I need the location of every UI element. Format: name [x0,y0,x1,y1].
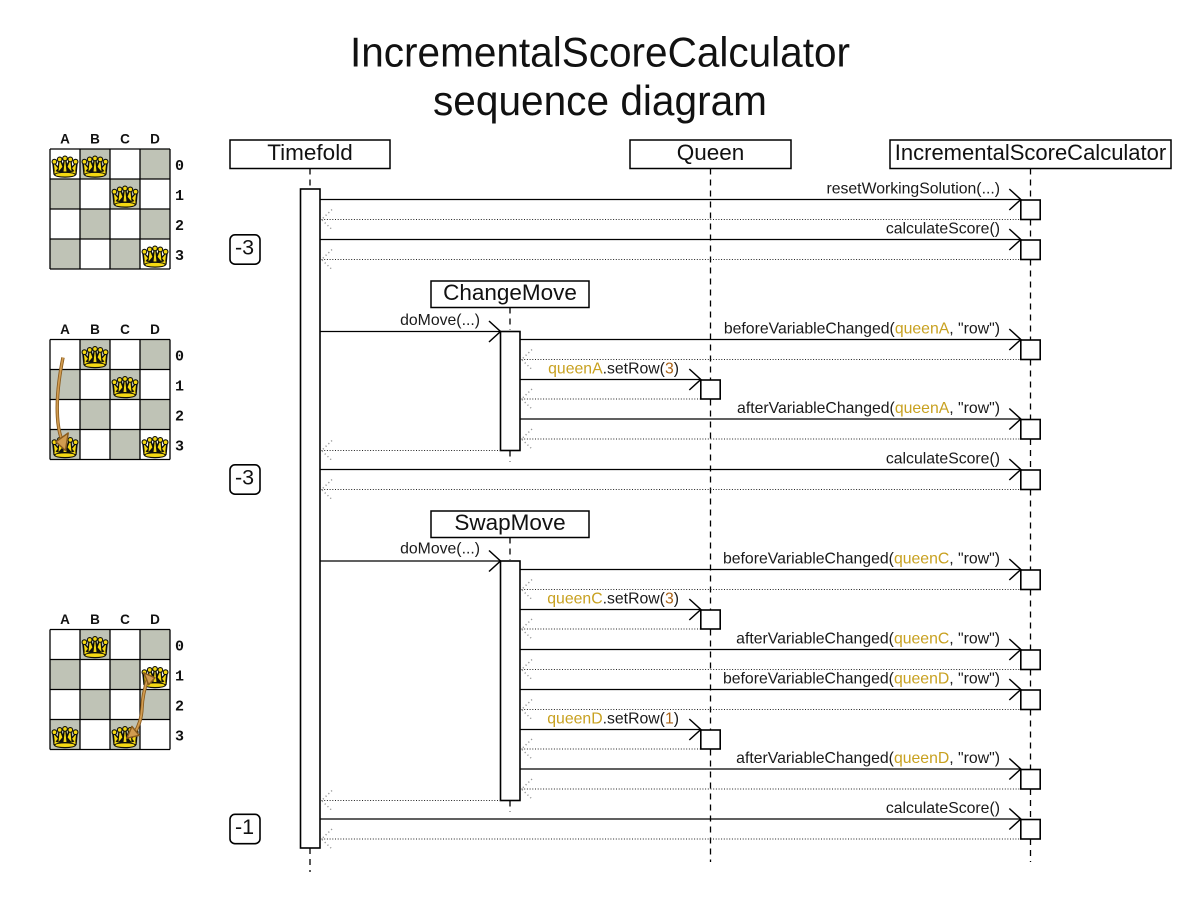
svg-text:2: 2 [175,218,184,235]
svg-text:D: D [150,612,160,627]
svg-text:3: 3 [175,439,184,456]
svg-text:sequence diagram: sequence diagram [433,77,767,124]
svg-text:afterVariableChanged(queenC, ": afterVariableChanged(queenC, "row") [736,631,1000,648]
svg-text:C: C [120,132,130,147]
svg-text:beforeVariableChanged(queenC,: beforeVariableChanged(queenC, "row") [723,551,1000,568]
svg-text:A: A [60,612,70,627]
svg-text:2: 2 [175,699,184,716]
svg-text:Timefold: Timefold [267,140,352,165]
svg-text:queenA.setRow(3): queenA.setRow(3) [548,361,679,378]
svg-text:calculateScore(): calculateScore() [886,221,1000,238]
svg-text:queenD.setRow(1): queenD.setRow(1) [547,711,679,728]
svg-text:queenC.setRow(3): queenC.setRow(3) [547,591,679,608]
svg-text:A: A [60,132,70,147]
svg-text:resetWorkingSolution(...): resetWorkingSolution(...) [826,181,1000,198]
svg-text:-1: -1 [235,815,254,839]
svg-text:3: 3 [175,248,184,265]
svg-text:1: 1 [175,379,184,396]
svg-text:D: D [150,132,160,147]
svg-text:calculateScore(): calculateScore() [886,451,1000,468]
svg-text:calculateScore(): calculateScore() [886,800,1000,817]
svg-text:0: 0 [175,639,184,656]
svg-text:0: 0 [175,158,184,175]
svg-text:doMove(...): doMove(...) [400,541,480,558]
svg-text:C: C [120,612,130,627]
svg-text:2: 2 [175,409,184,426]
svg-text:B: B [90,612,100,627]
svg-text:B: B [90,322,100,337]
svg-text:IncrementalScoreCalculator: IncrementalScoreCalculator [895,140,1166,165]
svg-text:1: 1 [175,669,184,686]
svg-text:SwapMove: SwapMove [454,510,565,535]
svg-text:A: A [60,322,70,337]
svg-text:afterVariableChanged(queenD, ": afterVariableChanged(queenD, "row") [736,750,1000,767]
svg-text:1: 1 [175,188,184,205]
svg-text:beforeVariableChanged(queenD,: beforeVariableChanged(queenD, "row") [723,671,1000,688]
svg-text:0: 0 [175,349,184,366]
svg-text:ChangeMove: ChangeMove [443,280,577,305]
svg-text:-3: -3 [235,236,254,260]
svg-text:C: C [120,322,130,337]
svg-text:-3: -3 [235,466,254,490]
svg-text:afterVariableChanged(queenA, ": afterVariableChanged(queenA, "row") [737,400,1000,417]
svg-text:doMove(...): doMove(...) [400,312,480,329]
svg-text:Queen: Queen [677,140,745,165]
svg-text:beforeVariableChanged(queenA,: beforeVariableChanged(queenA, "row") [724,321,1000,338]
svg-text:D: D [150,322,160,337]
svg-text:IncrementalScoreCalculator: IncrementalScoreCalculator [350,29,850,76]
svg-text:B: B [90,132,100,147]
svg-text:3: 3 [175,729,184,746]
